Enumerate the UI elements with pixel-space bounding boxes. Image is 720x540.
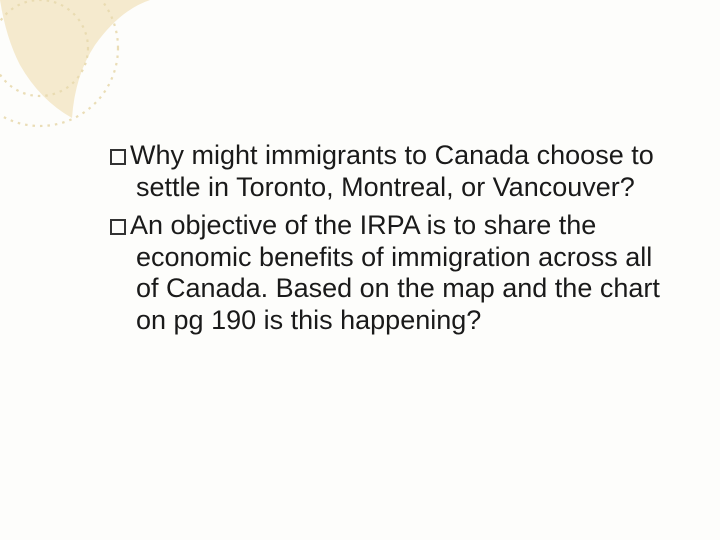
bullet-item: An objective of the IRPA is to share the…: [110, 210, 660, 337]
bullet-text: An objective of the IRPA is to share the…: [130, 210, 660, 336]
bullet-text: Why might immigrants to Canada choose to…: [130, 140, 654, 202]
bullet-item: Why might immigrants to Canada choose to…: [110, 140, 660, 204]
square-bullet-icon: [110, 149, 126, 165]
slide-body: Why might immigrants to Canada choose to…: [110, 140, 660, 343]
square-bullet-icon: [110, 219, 126, 235]
slide: Why might immigrants to Canada choose to…: [0, 0, 720, 540]
